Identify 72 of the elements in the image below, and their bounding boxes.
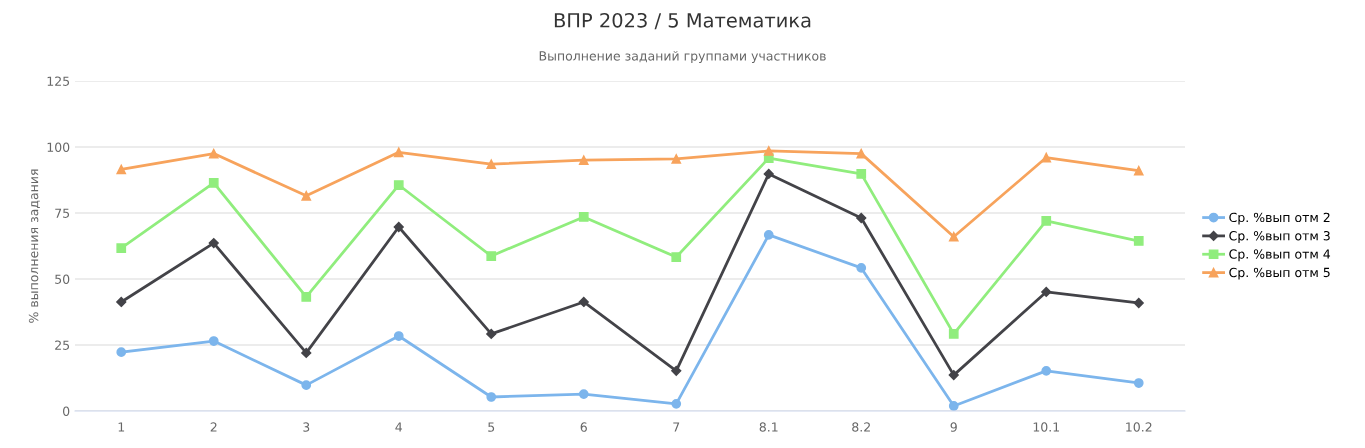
x-tick-label: 3 (303, 422, 310, 432)
y-tick-label: 100 (47, 142, 70, 152)
point (208, 237, 219, 249)
x-tick-label: 2 (210, 422, 217, 432)
point (763, 230, 774, 240)
point (578, 389, 589, 399)
point (393, 221, 404, 233)
point (856, 263, 867, 273)
point (578, 155, 589, 166)
legend-label: Ср. %вып отм 4 (1229, 249, 1331, 262)
point (578, 296, 589, 308)
point (486, 159, 497, 170)
point (301, 190, 312, 201)
point (671, 154, 682, 164)
y-tick-label: 125 (47, 76, 70, 86)
x-tick-label: 8.2 (852, 422, 870, 432)
x-tick-label: 6 (580, 422, 587, 432)
y-tick-label: 0 (63, 406, 70, 416)
point (1133, 165, 1144, 176)
point (1041, 216, 1052, 226)
y-axis-title: % выполнения задания (28, 169, 40, 323)
point (393, 331, 404, 341)
chart-subtitle: Выполнение заданий группами участников (539, 51, 826, 64)
point (208, 148, 219, 159)
x-tick-label: 1 (118, 422, 125, 432)
point (671, 252, 682, 262)
point (948, 401, 959, 411)
legend-label: Ср. %вып отм 2 (1229, 212, 1330, 225)
x-tick-label: 4 (395, 422, 403, 432)
y-tick-label: 25 (55, 340, 70, 350)
point (948, 369, 959, 381)
point (486, 328, 497, 340)
y-tick-label: 50 (55, 274, 70, 284)
point (856, 148, 867, 159)
point (486, 251, 497, 261)
point (301, 292, 312, 302)
point (1133, 236, 1144, 246)
point (208, 336, 219, 346)
point (1041, 286, 1052, 298)
x-tick-label: 10.1 (1033, 422, 1060, 432)
point (116, 296, 127, 308)
x-tick-label: 9 (950, 422, 957, 432)
point (116, 243, 127, 253)
point (856, 169, 867, 179)
point (856, 212, 867, 224)
point (948, 231, 959, 242)
point (763, 168, 774, 180)
point (116, 347, 127, 357)
point (948, 329, 959, 339)
point (1133, 297, 1144, 309)
y-tick-label: 75 (55, 208, 70, 218)
point (578, 212, 589, 222)
point (671, 365, 682, 376)
legend-label: Ср. %вып отм 5 (1229, 267, 1330, 280)
point (301, 380, 312, 390)
point (1041, 366, 1052, 376)
x-tick-label: 7 (673, 422, 680, 432)
chart-title: ВПР 2023 / 5 Математика (554, 12, 811, 30)
point (763, 146, 774, 156)
point (1133, 378, 1144, 388)
point (671, 399, 682, 409)
x-tick-label: 8.1 (759, 422, 778, 432)
point (1041, 152, 1052, 163)
x-tick-label: 10.2 (1126, 422, 1152, 432)
legend-label: Ср. %вып отм 3 (1229, 231, 1330, 243)
x-tick-label: 5 (488, 422, 495, 432)
point (116, 164, 127, 175)
point (208, 178, 219, 188)
point (393, 180, 404, 190)
point (301, 347, 312, 359)
point (393, 147, 404, 158)
point (486, 392, 497, 402)
